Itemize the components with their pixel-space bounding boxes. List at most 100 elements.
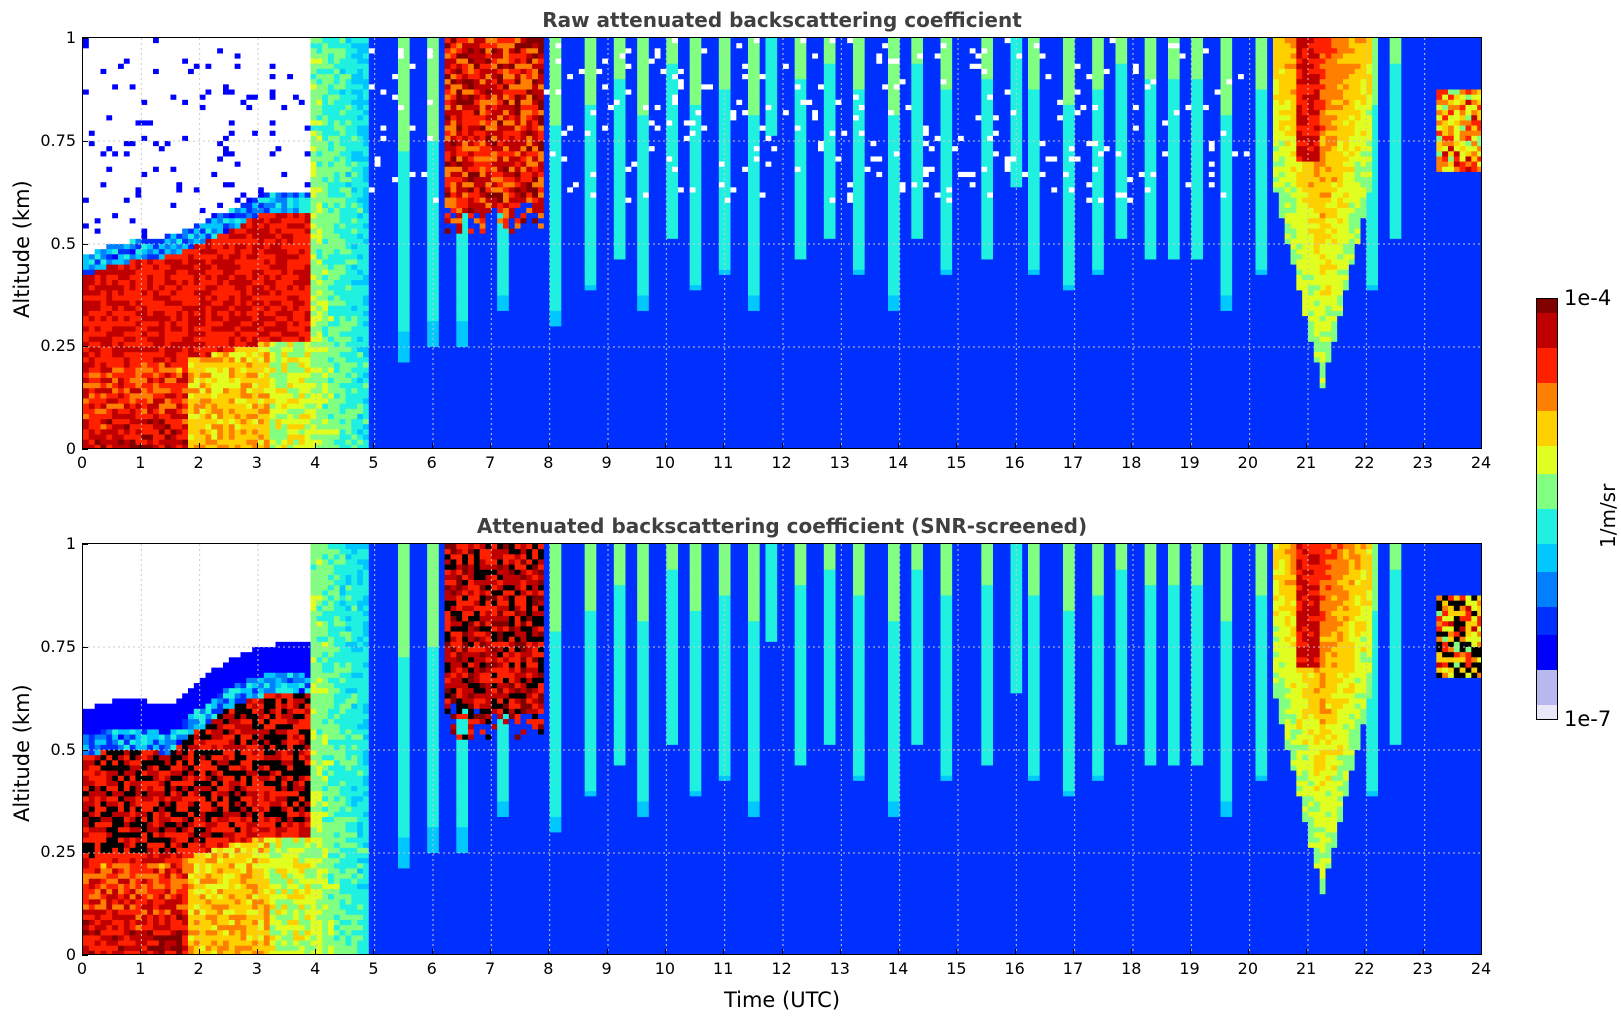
heatmap-cell	[147, 424, 154, 430]
heatmap-cell	[94, 352, 102, 358]
heatmap-cell	[345, 58, 352, 65]
heatmap-cell	[153, 48, 160, 55]
heatmap-cell	[357, 38, 364, 44]
heatmap-cell	[205, 89, 212, 96]
heatmap-cell	[164, 269, 172, 276]
heatmap-cell	[310, 269, 317, 276]
heatmap-cell	[403, 171, 411, 178]
heatmap-cell	[164, 156, 172, 163]
heatmap-cell	[415, 202, 422, 209]
heatmap-cell	[339, 254, 347, 261]
heatmap-cell	[158, 161, 166, 168]
heatmap-cell	[188, 357, 195, 364]
heatmap-cell	[345, 151, 352, 158]
heatmap-cell	[83, 151, 90, 158]
heatmap-cell	[193, 264, 201, 271]
heatmap-cell	[322, 290, 329, 297]
heatmap-cell	[252, 156, 259, 163]
heatmap-cell	[199, 63, 207, 70]
heatmap-cell	[170, 434, 177, 441]
heatmap-cell	[351, 74, 358, 80]
heatmap-cell	[316, 419, 323, 425]
heatmap-cell	[182, 79, 189, 85]
heatmap-cell	[444, 166, 452, 173]
heatmap-cell	[83, 104, 90, 111]
heatmap-cell	[234, 156, 242, 163]
heatmap-cell	[357, 146, 364, 152]
heatmap-cell	[409, 104, 417, 111]
heatmap-cell	[438, 146, 446, 152]
heatmap-cell	[316, 403, 323, 410]
heatmap-cell	[357, 372, 364, 379]
heatmap-cell	[427, 383, 434, 389]
heatmap-cell	[415, 187, 422, 194]
heatmap-cell	[112, 79, 119, 85]
heatmap-cell	[333, 43, 341, 49]
heatmap-cell	[333, 135, 341, 142]
heatmap-cell	[100, 336, 107, 343]
heatmap-cell	[106, 305, 113, 312]
heatmap-cell	[316, 444, 323, 448]
heatmap-cell	[427, 238, 434, 245]
heatmap-cell	[112, 295, 119, 302]
heatmap-cell	[129, 79, 137, 85]
heatmap-cell	[427, 151, 434, 158]
heatmap-cell	[141, 192, 148, 199]
heatmap-cell	[363, 135, 370, 142]
heatmap-cell	[287, 341, 294, 348]
heatmap-cell	[193, 68, 201, 75]
heatmap-cell	[205, 79, 212, 85]
heatmap-cell	[433, 259, 440, 266]
heatmap-cell	[106, 130, 113, 137]
heatmap-cell	[444, 130, 452, 137]
heatmap-cell	[258, 187, 265, 194]
heatmap-cell	[304, 305, 312, 312]
heatmap-cell	[269, 79, 277, 85]
heatmap-cell	[211, 156, 218, 163]
heatmap-cell	[287, 218, 294, 224]
heatmap-cell	[88, 233, 96, 240]
heatmap-cell	[112, 125, 119, 132]
heatmap-cell	[182, 104, 189, 111]
heatmap-cell	[433, 89, 440, 96]
heatmap-cell	[211, 305, 218, 312]
heatmap-cell	[205, 429, 212, 436]
heatmap-cell	[141, 177, 148, 183]
heatmap-cell	[293, 166, 300, 173]
heatmap-cell	[374, 398, 382, 405]
heatmap-cell	[398, 161, 405, 168]
heatmap-cell	[100, 383, 107, 389]
heatmap-cell	[386, 151, 393, 158]
heatmap-cell	[176, 408, 183, 415]
heatmap-cell	[234, 104, 242, 111]
heatmap-cell	[112, 233, 119, 240]
heatmap-cell	[287, 336, 294, 343]
heatmap-cell	[263, 171, 271, 178]
heatmap-cell	[310, 403, 317, 410]
heatmap-cell	[246, 120, 253, 127]
heatmap-cell	[281, 419, 288, 425]
heatmap-cell	[211, 202, 218, 209]
heatmap-cell	[258, 58, 265, 65]
heatmap-cell	[363, 156, 370, 163]
heatmap-cell	[205, 43, 212, 49]
heatmap-cell	[374, 336, 382, 343]
heatmap-cell	[421, 413, 428, 420]
heatmap-cell	[170, 156, 177, 163]
heatmap-cell	[363, 254, 370, 261]
heatmap-cell	[170, 94, 177, 101]
heatmap-cell	[94, 115, 102, 121]
heatmap-cell	[328, 146, 335, 152]
heatmap-cell	[170, 171, 177, 178]
heatmap-cell	[275, 357, 282, 364]
heatmap-cell	[100, 269, 107, 276]
heatmap-cell	[339, 161, 347, 168]
heatmap-cell	[153, 187, 160, 194]
heatmap-cell	[275, 413, 282, 420]
heatmap-cell	[322, 177, 329, 183]
heatmap-cell	[281, 89, 288, 96]
heatmap-cell	[234, 135, 242, 142]
heatmap-cell	[386, 347, 393, 353]
heatmap-cell	[170, 398, 177, 405]
heatmap-cell	[398, 79, 405, 85]
